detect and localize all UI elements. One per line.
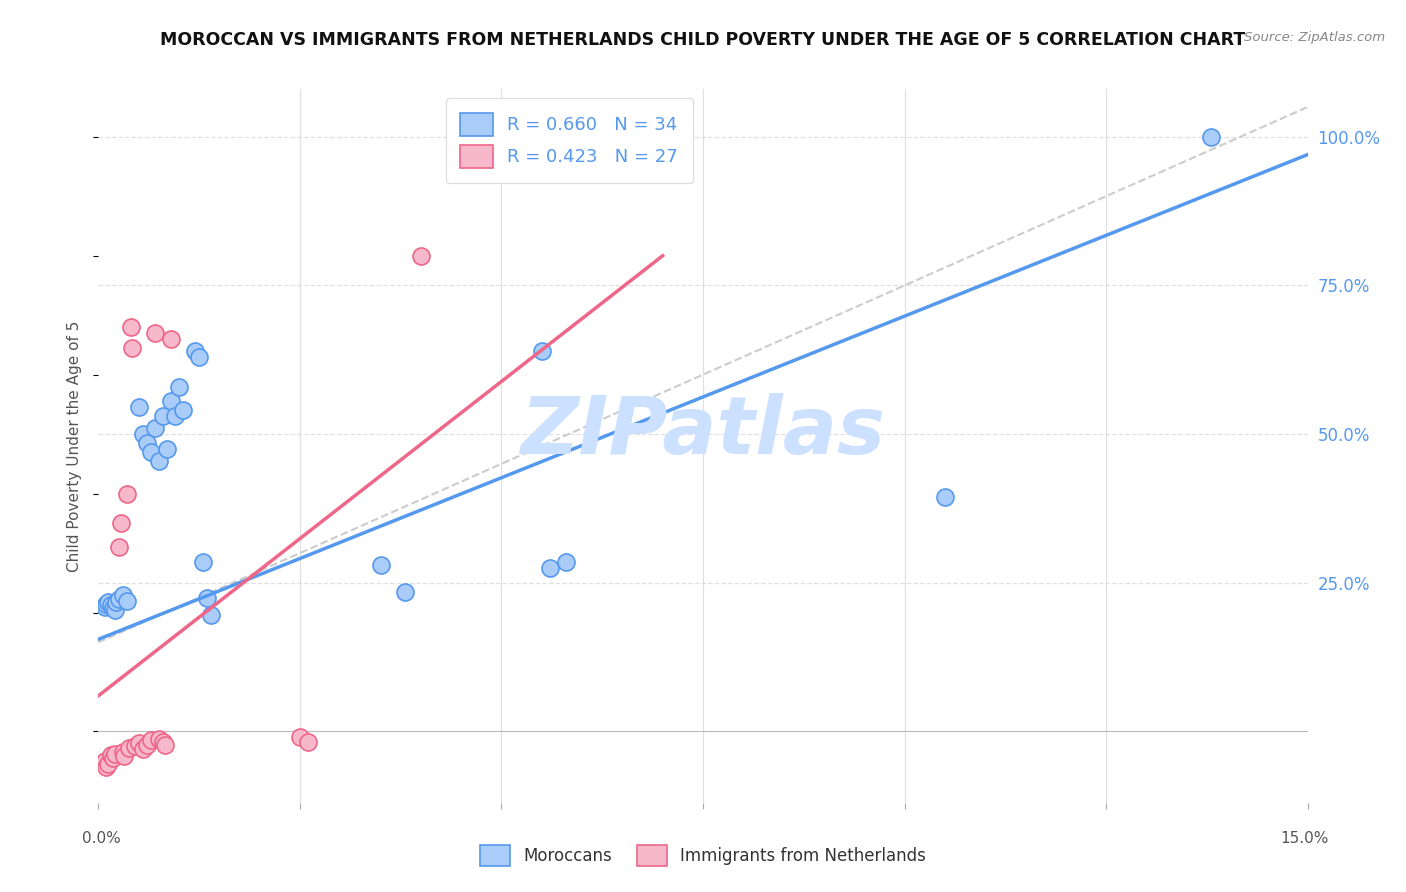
Point [143, 421, 166, 435]
Point [193, 555, 215, 569]
Point [200, 608, 222, 623]
Point [195, 591, 218, 605]
Point [297, 735, 319, 749]
Point [538, 561, 561, 575]
Point [135, 436, 157, 450]
Point [101, 600, 124, 615]
Point [96, 760, 118, 774]
Point [100, 599, 122, 613]
Point [184, 343, 207, 358]
Point [160, 332, 183, 346]
Text: MOROCCAN VS IMMIGRANTS FROM NETHERLANDS CHILD POVERTY UNDER THE AGE OF 5 CORRELA: MOROCCAN VS IMMIGRANTS FROM NETHERLANDS … [160, 31, 1246, 49]
Point [555, 555, 578, 569]
Point [394, 584, 416, 599]
Point [103, 747, 125, 761]
Text: Source: ZipAtlas.com: Source: ZipAtlas.com [1244, 31, 1385, 45]
Text: 0.0%: 0.0% [82, 831, 121, 846]
Point [97, 757, 120, 772]
Legend: Moroccans, Immigrants from Netherlands: Moroccans, Immigrants from Netherlands [471, 837, 935, 875]
Point [121, 341, 143, 355]
Point [156, 442, 179, 456]
Text: 15.0%: 15.0% [1281, 831, 1329, 846]
Point [188, 350, 211, 364]
Point [115, 486, 138, 500]
Point [934, 490, 956, 504]
Point [143, 326, 166, 340]
Point [94, 754, 117, 768]
Point [128, 736, 150, 750]
Point [152, 735, 174, 749]
Point [370, 558, 392, 572]
Point [152, 409, 174, 424]
Point [112, 749, 135, 764]
Point [100, 748, 122, 763]
Point [135, 738, 157, 752]
Point [153, 738, 176, 752]
Point [110, 516, 132, 531]
Point [107, 592, 129, 607]
Point [160, 394, 183, 409]
Point [128, 401, 150, 415]
Text: ZIPatlas: ZIPatlas [520, 392, 886, 471]
Point [288, 731, 311, 745]
Point [167, 379, 190, 393]
Point [107, 540, 129, 554]
Point [120, 320, 142, 334]
Point [148, 731, 170, 746]
Point [96, 597, 118, 611]
Legend: R = 0.660   N = 34, R = 0.423   N = 27: R = 0.660 N = 34, R = 0.423 N = 27 [446, 98, 693, 183]
Point [139, 445, 162, 459]
Point [111, 745, 134, 759]
Point [97, 595, 120, 609]
Y-axis label: Child Poverty Under the Age of 5: Child Poverty Under the Age of 5 [67, 320, 83, 572]
Point [409, 249, 432, 263]
Point [163, 409, 186, 424]
Point [124, 739, 146, 754]
Point [105, 595, 128, 609]
Point [139, 733, 162, 747]
Point [103, 602, 125, 616]
Point [94, 599, 117, 614]
Point [101, 751, 124, 765]
Point [530, 343, 553, 358]
Point [132, 427, 155, 442]
Point [115, 593, 138, 607]
Point [132, 742, 155, 756]
Point [148, 454, 170, 468]
Point [172, 403, 194, 417]
Point [118, 741, 141, 756]
Point [111, 588, 134, 602]
Point [1199, 129, 1222, 144]
